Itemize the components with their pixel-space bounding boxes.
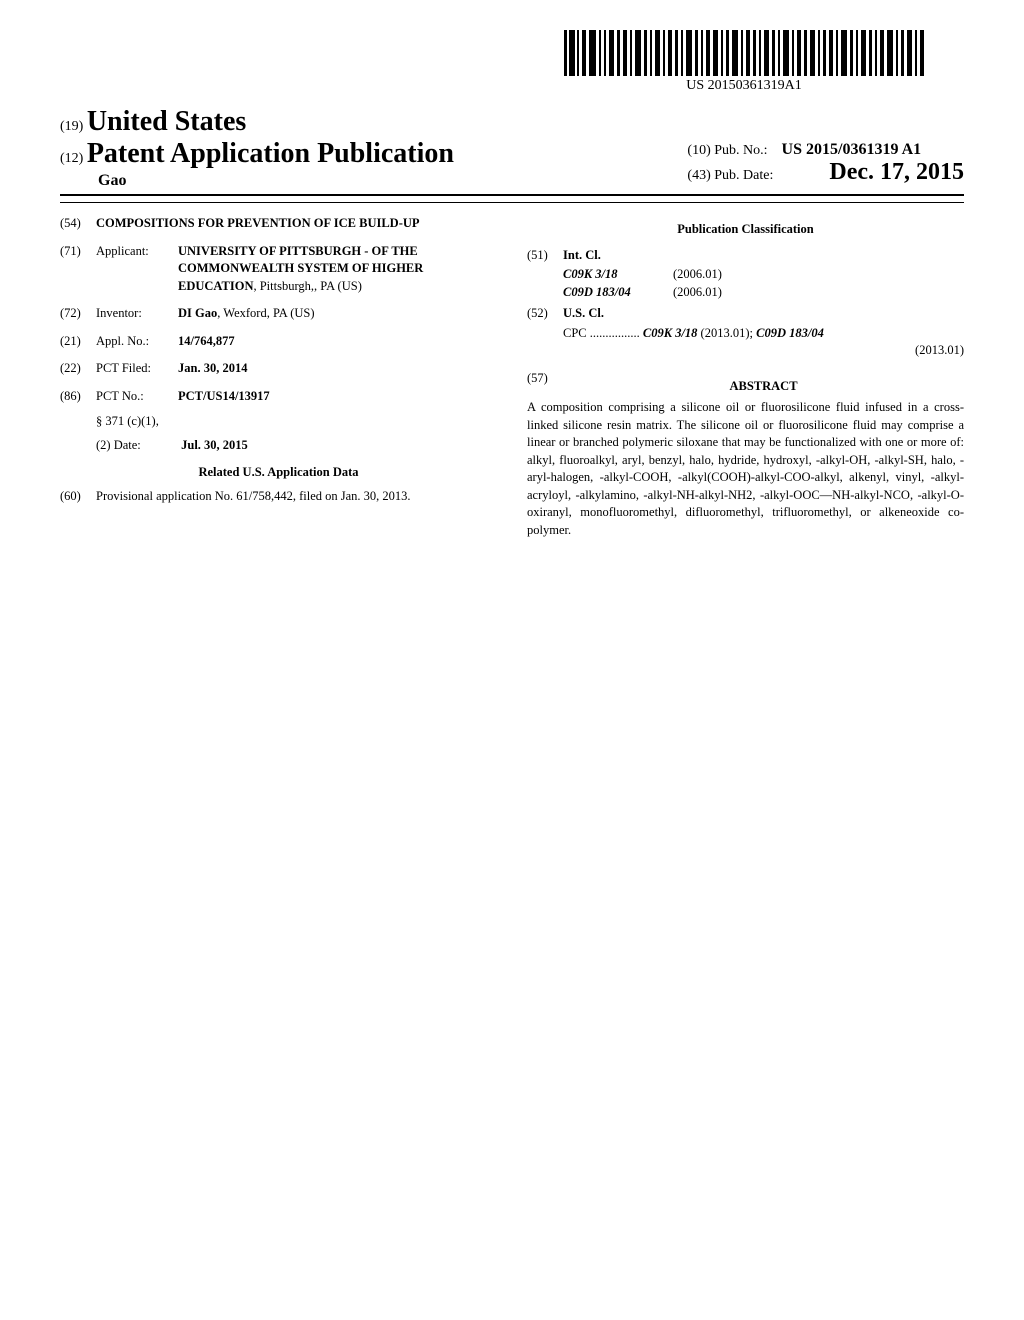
filed-label: PCT Filed: bbox=[96, 360, 178, 378]
cpc-line: CPC ................ C09K 3/18 (2013.01)… bbox=[563, 325, 964, 343]
header-right: (10) Pub. No.: US 2015/0361319 A1 (43) P… bbox=[687, 141, 964, 190]
cpc1-year: (2013.01); bbox=[697, 326, 756, 340]
code54: (54) bbox=[60, 215, 96, 233]
pub-no-line: (10) Pub. No.: US 2015/0361319 A1 bbox=[687, 141, 964, 159]
cpc1: C09K 3/18 bbox=[643, 326, 698, 340]
us-cl-row: (52) U.S. Cl. bbox=[527, 305, 964, 323]
abstract-text: A composition comprising a silicone oil … bbox=[527, 399, 964, 539]
code71: (71) bbox=[60, 243, 96, 296]
pct-label: PCT No.: bbox=[96, 388, 178, 406]
barcode: US 20150361319A1 bbox=[564, 30, 924, 94]
inventor-loc: , Wexford, PA (US) bbox=[217, 306, 314, 320]
us-cl-label: U.S. Cl. bbox=[563, 305, 604, 323]
int-cl-item-1: C09D 183/04 (2006.01) bbox=[563, 284, 964, 302]
code86: (86) bbox=[60, 388, 96, 406]
author-line: Gao bbox=[98, 172, 687, 190]
applicant-row: (71) Applicant: UNIVERSITY OF PITTSBURGH… bbox=[60, 243, 497, 296]
code52: (52) bbox=[527, 305, 563, 323]
appl-no: 14/764,877 bbox=[178, 333, 497, 351]
int-cl-label: Int. Cl. bbox=[563, 247, 601, 265]
header-left: (19) United States (12) Patent Applicati… bbox=[60, 106, 687, 190]
cpc2-year: (2013.01) bbox=[527, 342, 964, 360]
pub-type-line: (12) Patent Application Publication bbox=[60, 138, 687, 170]
cpc-label: CPC ................ bbox=[563, 326, 640, 340]
s371-label: § 371 (c)(1), bbox=[96, 413, 497, 431]
pub-date-label: Pub. Date: bbox=[714, 168, 773, 183]
s371-date-row: (2) Date: Jul. 30, 2015 bbox=[96, 437, 497, 455]
pub-date-line: (43) Pub. Date: Dec. 17, 2015 bbox=[687, 159, 964, 186]
inventor-name: DI Gao bbox=[178, 306, 217, 320]
pub-type: Patent Application Publication bbox=[87, 138, 454, 169]
applicant-loc: , Pittsburgh,, PA (US) bbox=[253, 279, 361, 293]
s371-date: Jul. 30, 2015 bbox=[181, 438, 248, 452]
pct-row: (86) PCT No.: PCT/US14/13917 bbox=[60, 388, 497, 406]
code57: (57) bbox=[527, 370, 563, 400]
applicant-label: Applicant: bbox=[96, 243, 178, 296]
right-column: Publication Classification (51) Int. Cl.… bbox=[527, 215, 964, 539]
code21: (21) bbox=[60, 333, 96, 351]
barcode-section: US 20150361319A1 bbox=[60, 30, 964, 94]
s371-date-label: (2) Date: bbox=[96, 437, 178, 455]
provisional-row: (60) Provisional application No. 61/758,… bbox=[60, 488, 497, 506]
country-line: (19) United States bbox=[60, 106, 687, 138]
divider bbox=[60, 202, 964, 203]
pub-no: US 2015/0361319 A1 bbox=[782, 141, 922, 158]
int-cl-name-0: C09K 3/18 bbox=[563, 266, 673, 284]
int-cl-name-1: C09D 183/04 bbox=[563, 284, 673, 302]
pub-no-label: Pub. No.: bbox=[714, 143, 767, 158]
int-cl-year-1: (2006.01) bbox=[673, 284, 964, 302]
applicant-value: UNIVERSITY OF PITTSBURGH - OF THE COMMON… bbox=[178, 243, 497, 296]
code72: (72) bbox=[60, 305, 96, 323]
code10: (10) bbox=[687, 143, 710, 158]
int-cl-item-0: C09K 3/18 (2006.01) bbox=[563, 266, 964, 284]
barcode-text: US 20150361319A1 bbox=[564, 78, 924, 94]
code51: (51) bbox=[527, 247, 563, 265]
inventor-row: (72) Inventor: DI Gao, Wexford, PA (US) bbox=[60, 305, 497, 323]
abstract-header-row: (57) ABSTRACT bbox=[527, 370, 964, 400]
header-row: (19) United States (12) Patent Applicati… bbox=[60, 106, 964, 196]
code60: (60) bbox=[60, 488, 96, 506]
code43: (43) bbox=[687, 168, 710, 183]
appl-row: (21) Appl. No.: 14/764,877 bbox=[60, 333, 497, 351]
abstract-label: ABSTRACT bbox=[563, 378, 964, 396]
title: COMPOSITIONS FOR PREVENTION OF ICE BUILD… bbox=[96, 215, 497, 233]
inventor-value: DI Gao, Wexford, PA (US) bbox=[178, 305, 497, 323]
pub-date: Dec. 17, 2015 bbox=[829, 159, 964, 185]
title-row: (54) COMPOSITIONS FOR PREVENTION OF ICE … bbox=[60, 215, 497, 233]
related-header: Related U.S. Application Data bbox=[60, 464, 497, 482]
code19: (19) bbox=[60, 119, 83, 134]
code22: (22) bbox=[60, 360, 96, 378]
left-column: (54) COMPOSITIONS FOR PREVENTION OF ICE … bbox=[60, 215, 497, 539]
country-name: United States bbox=[87, 106, 246, 137]
int-cl-row: (51) Int. Cl. bbox=[527, 247, 964, 265]
inventor-label: Inventor: bbox=[96, 305, 178, 323]
code12: (12) bbox=[60, 151, 83, 166]
pct-no: PCT/US14/13917 bbox=[178, 388, 497, 406]
filed-row: (22) PCT Filed: Jan. 30, 2014 bbox=[60, 360, 497, 378]
filed-date: Jan. 30, 2014 bbox=[178, 360, 497, 378]
int-cl-year-0: (2006.01) bbox=[673, 266, 964, 284]
cpc2: C09D 183/04 bbox=[756, 326, 824, 340]
appl-label: Appl. No.: bbox=[96, 333, 178, 351]
classification-header: Publication Classification bbox=[527, 221, 964, 239]
columns: (54) COMPOSITIONS FOR PREVENTION OF ICE … bbox=[60, 215, 964, 539]
provisional-text: Provisional application No. 61/758,442, … bbox=[96, 488, 411, 506]
